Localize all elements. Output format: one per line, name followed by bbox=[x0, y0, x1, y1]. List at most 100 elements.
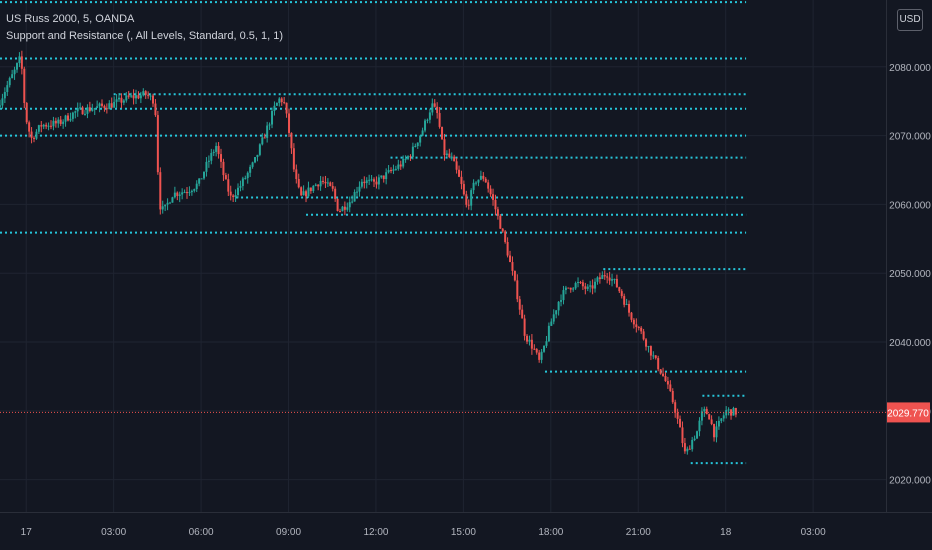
candle-body bbox=[268, 124, 271, 126]
last-price-tag-bg bbox=[887, 402, 930, 423]
candle-body bbox=[513, 270, 516, 281]
candle-body bbox=[732, 408, 735, 416]
candle-body bbox=[567, 287, 570, 289]
candle-body bbox=[363, 181, 366, 184]
candle-body bbox=[241, 178, 244, 187]
candle-body bbox=[88, 107, 91, 111]
candle-body bbox=[239, 186, 242, 188]
candle-body bbox=[426, 119, 429, 121]
candle-body bbox=[205, 161, 208, 172]
price-axis[interactable]: 2020.0002030.0002040.0002050.0002060.000… bbox=[886, 0, 932, 512]
candle-body bbox=[20, 56, 23, 69]
candle-body bbox=[326, 182, 329, 184]
candle-body bbox=[399, 164, 402, 167]
candle-body bbox=[385, 172, 388, 180]
candle-body bbox=[727, 409, 730, 411]
time-axis[interactable]: 17 03:00 06:00 09:00 12:00 15:00 18:00 21:00 18 0… bbox=[0, 512, 932, 539]
price-tick-label: 2060.000 bbox=[889, 200, 931, 211]
candle-body bbox=[251, 162, 254, 167]
candle-body bbox=[164, 204, 167, 207]
candle-body bbox=[319, 180, 322, 187]
candle-body bbox=[356, 191, 359, 193]
candle-body bbox=[642, 331, 645, 340]
candle-body bbox=[261, 137, 264, 145]
candle-body bbox=[676, 412, 679, 419]
candle-body bbox=[523, 318, 526, 336]
candle-body bbox=[35, 131, 38, 139]
candle-body bbox=[64, 115, 67, 122]
candle-body bbox=[193, 189, 196, 191]
candle-body bbox=[496, 209, 499, 216]
candle-body bbox=[572, 288, 575, 290]
candle-body bbox=[84, 113, 87, 115]
candle-body bbox=[506, 242, 509, 256]
candle-body bbox=[662, 373, 665, 376]
candle-body bbox=[487, 182, 490, 189]
indicator-legend[interactable]: Support and Resistance (, All Levels, St… bbox=[6, 30, 283, 42]
candle-body bbox=[346, 207, 349, 210]
candle-body bbox=[370, 179, 373, 181]
candle-body bbox=[392, 169, 395, 171]
time-tick-label: 03:00 bbox=[101, 527, 126, 538]
candle-body bbox=[550, 321, 553, 326]
candle-body bbox=[271, 110, 274, 125]
candle-body bbox=[220, 154, 223, 162]
candle-body bbox=[280, 98, 283, 103]
candle-body bbox=[635, 324, 638, 328]
symbol-title[interactable]: US Russ 2000, 5, OANDA bbox=[6, 13, 135, 25]
candle-body bbox=[222, 161, 225, 176]
candle-body bbox=[144, 91, 147, 95]
candle-body bbox=[397, 164, 400, 169]
candle-body bbox=[450, 156, 453, 158]
candle-body bbox=[305, 191, 308, 197]
candle-body bbox=[448, 153, 451, 158]
candle-body bbox=[674, 402, 677, 413]
candle-body bbox=[122, 100, 125, 103]
candle-body bbox=[402, 158, 405, 167]
candle-body bbox=[671, 390, 674, 403]
candle-body bbox=[6, 85, 9, 93]
price-tick-label: 2070.000 bbox=[889, 132, 931, 143]
candle-body bbox=[368, 179, 371, 181]
candle-body bbox=[705, 408, 708, 415]
candle-body bbox=[244, 178, 247, 180]
candle-body bbox=[679, 418, 682, 428]
time-tick-label: 17 bbox=[21, 527, 33, 538]
candle-body bbox=[734, 408, 737, 415]
candle-body bbox=[105, 108, 108, 110]
candle-body bbox=[161, 206, 164, 210]
price-tick-label: 2020.000 bbox=[889, 476, 931, 487]
candle-body bbox=[382, 175, 385, 180]
candle-body bbox=[717, 420, 720, 427]
candle-body bbox=[25, 102, 28, 123]
candle-body bbox=[74, 111, 77, 113]
candle-body bbox=[441, 126, 444, 140]
candle-body bbox=[339, 210, 342, 212]
currency-button[interactable]: USD bbox=[897, 9, 923, 31]
candle-body bbox=[57, 119, 60, 124]
candle-body bbox=[528, 339, 531, 342]
candle-body bbox=[302, 191, 305, 196]
candle-body bbox=[433, 103, 436, 107]
candle-body bbox=[574, 283, 577, 289]
candle-body bbox=[33, 137, 36, 139]
candle-body bbox=[297, 178, 300, 188]
candle-body bbox=[547, 325, 550, 342]
candle-body bbox=[246, 172, 249, 179]
candle-body bbox=[630, 312, 633, 320]
candle-body bbox=[501, 228, 504, 232]
candle-body bbox=[657, 358, 660, 370]
candle-body bbox=[428, 112, 431, 120]
candle-body bbox=[331, 185, 334, 189]
candle-body bbox=[207, 160, 210, 162]
candle-body bbox=[713, 423, 716, 438]
candle-body bbox=[154, 103, 157, 116]
candle-body bbox=[8, 78, 11, 86]
candle-body bbox=[710, 419, 713, 424]
candle-body bbox=[632, 319, 635, 325]
candle-body bbox=[40, 125, 43, 127]
candle-body bbox=[91, 109, 94, 111]
candle-body bbox=[159, 172, 162, 210]
candle-body bbox=[93, 107, 96, 110]
